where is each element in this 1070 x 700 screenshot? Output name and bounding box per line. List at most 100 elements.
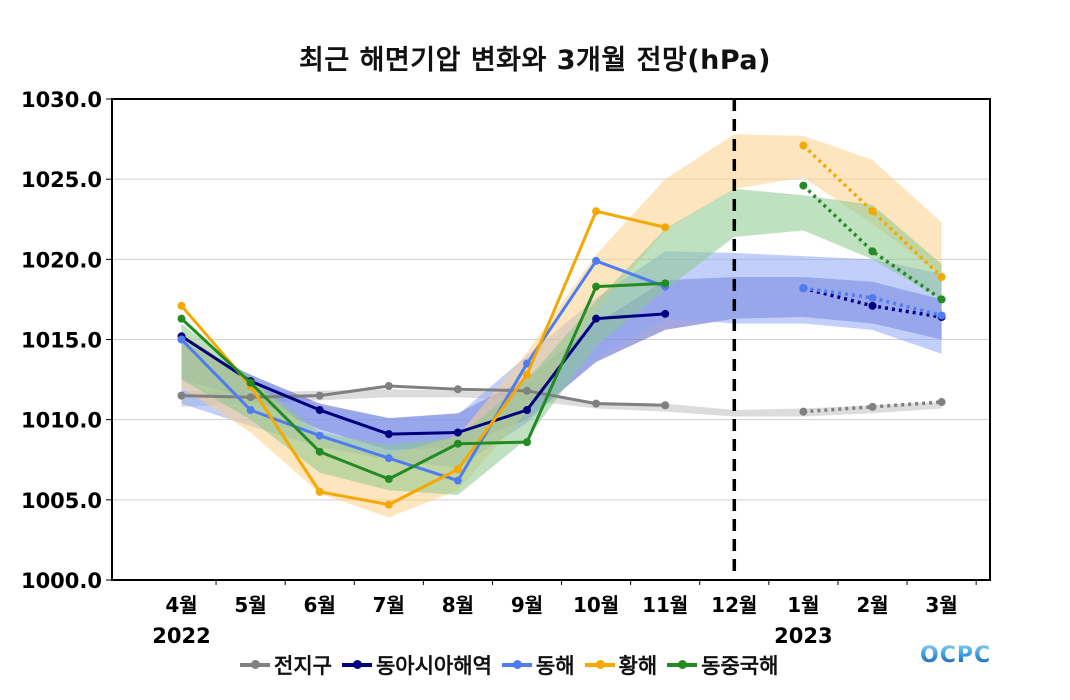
x-tick-label: 3월 [925,593,957,617]
observed-point [592,314,601,323]
observed-point [453,428,462,437]
forecast-point [868,247,877,256]
observed-point [315,431,324,440]
y-tick-label: 1015.0 [21,329,102,353]
legend-swatch [584,660,615,669]
observed-point [523,359,531,368]
observed-point [315,391,324,400]
legend-label: 동아시아해역 [375,654,492,678]
forecast-point [868,301,877,310]
forecast-point [868,293,877,302]
forecast-point [799,181,808,190]
x-tick-label: 11월 [642,593,688,617]
forecast-point [799,284,808,293]
observed-point [661,401,670,410]
band-4 [181,188,942,496]
forecast-line-2 [803,286,943,318]
legend-swatch [240,660,270,669]
forecast-point [937,272,946,281]
observed-line-0 [181,384,666,407]
legend-label: 동중국해 [701,654,779,678]
observed-point [246,378,255,387]
x-tick-labels: 4월 5월 6월 7월 8월 9월 10월 11월 12월 1월 2월 3월 2022 2023 [152,593,957,648]
year-label: 2023 [774,624,832,648]
forecast-point [799,141,808,150]
legend-item-yellow-sea[interactable]: 황해 [584,650,658,680]
observed-point [523,370,531,379]
x-tick-label: 12월 [711,593,757,617]
legend-item-east-asia[interactable]: 동아시아해역 [341,650,492,680]
y-tick-label: 1025.0 [21,168,102,192]
observed-point [592,282,601,291]
observed-point [384,500,393,509]
band-3 [181,134,942,518]
x-tick-label: 1월 [787,593,819,617]
observed-point [315,487,324,496]
ocpc-logo: OCPC [920,643,992,668]
series-lines [177,141,946,509]
x-tick-label: 2월 [856,593,888,617]
y-tick-label: 1020.0 [21,248,102,272]
observed-point [315,447,324,456]
observed-point [592,256,601,265]
observed-point [523,386,531,395]
legend-label: 황해 [618,654,658,678]
observed-line-3 [180,209,666,507]
observed-point [453,476,462,485]
observed-point [453,465,462,474]
legend-item-global[interactable]: 전지구 [240,650,332,680]
plot-frame [111,98,991,581]
legend-item-east-sea[interactable]: 동해 [501,650,575,680]
forecast-point [868,207,877,216]
x-tick-label: 4월 [165,593,197,617]
x-tick-label: 5월 [234,593,266,617]
x-tick-label: 6월 [304,593,336,617]
year-label: 2022 [152,624,210,648]
y-tick-label: 1030.0 [21,88,102,112]
observed-point [384,381,393,390]
observed-point [453,439,462,448]
x-tick-label: 9월 [511,593,543,617]
observed-point [453,385,462,394]
observed-point [661,309,670,318]
forecast-point [868,402,877,411]
observed-point [384,430,393,439]
observed-point [384,454,393,463]
legend-label: 동해 [535,654,575,678]
forecast-point [937,311,946,320]
observed-point [246,406,255,415]
observed-line-4 [180,281,666,481]
legend-swatch [667,660,698,669]
observed-point [177,314,186,323]
bands [181,134,942,518]
legend-label: 전지구 [274,654,332,678]
x-tick-label: 8월 [442,593,474,617]
observed-point [177,335,186,344]
legend-item-east-china-sea[interactable]: 동중국해 [667,650,778,680]
legend-swatch [341,660,372,669]
forecast-point [937,398,946,407]
forecast-point [937,295,946,304]
legend-swatch [501,660,532,669]
x-tick-label: 7월 [373,593,405,617]
observed-point [177,301,186,310]
observed-point [315,406,324,415]
observed-point [384,474,393,483]
observed-point [661,223,670,232]
forecast-point [799,407,808,416]
observed-point [661,279,670,288]
x-tick-label: 10월 [573,593,619,617]
y-tick-label: 1005.0 [21,489,102,513]
chart-title: 최근 해면기압 변화와 3개월 전망(hPa) [299,45,771,76]
observed-line-1 [180,312,666,436]
observed-line-2 [180,259,666,483]
axes [106,98,991,585]
legend: 전지구 동아시아해역 동해 황해 동중국해 [240,650,788,680]
y-tick-labels: 1000.0 1005.0 1010.0 1015.0 1020.0 1025.0 1030… [21,88,102,593]
observed-point [592,207,601,216]
band-0 [181,389,942,417]
observed-point [246,393,255,402]
observed-point [523,406,531,415]
y-tick-label: 1000.0 [21,569,102,593]
